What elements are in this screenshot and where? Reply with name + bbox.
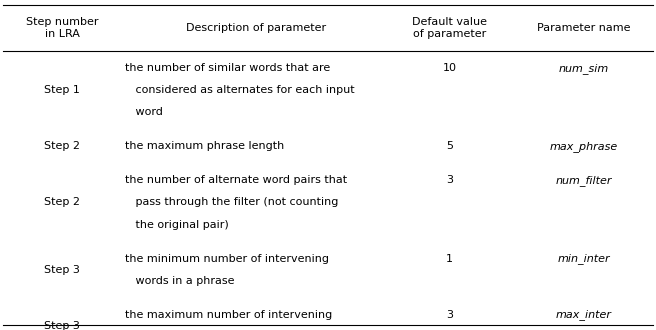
Text: 1: 1 [446, 253, 453, 264]
Text: Step 3: Step 3 [45, 265, 80, 275]
Text: Description of parameter: Description of parameter [186, 23, 326, 33]
Text: 5: 5 [446, 141, 453, 151]
Text: Step 1: Step 1 [45, 85, 80, 95]
Text: considered as alternates for each input: considered as alternates for each input [125, 85, 354, 95]
Text: max_inter: max_inter [556, 309, 612, 320]
Text: the number of alternate word pairs that: the number of alternate word pairs that [125, 175, 347, 185]
Text: the maximum phrase length: the maximum phrase length [125, 141, 284, 151]
Text: the number of similar words that are: the number of similar words that are [125, 63, 330, 73]
Text: Step number
in LRA: Step number in LRA [26, 17, 98, 39]
Text: max_phrase: max_phrase [550, 141, 618, 152]
Text: num_sim: num_sim [559, 63, 609, 74]
Text: Default value
of parameter: Default value of parameter [412, 17, 487, 39]
Text: pass through the filter (not counting: pass through the filter (not counting [125, 197, 338, 208]
Text: 3: 3 [446, 175, 453, 185]
Text: Parameter name: Parameter name [537, 23, 630, 33]
Text: num_filter: num_filter [556, 175, 612, 186]
Text: 10: 10 [442, 63, 457, 73]
Text: the maximum number of intervening: the maximum number of intervening [125, 310, 332, 320]
Text: Step 2: Step 2 [45, 141, 80, 151]
Text: 3: 3 [446, 310, 453, 320]
Text: words in a phrase: words in a phrase [125, 276, 234, 286]
Text: Step 3: Step 3 [45, 321, 80, 330]
Text: the minimum number of intervening: the minimum number of intervening [125, 253, 329, 264]
Text: Step 2: Step 2 [45, 197, 80, 208]
Text: min_inter: min_inter [558, 253, 610, 264]
Text: the original pair): the original pair) [125, 219, 228, 230]
Text: word: word [125, 107, 163, 117]
